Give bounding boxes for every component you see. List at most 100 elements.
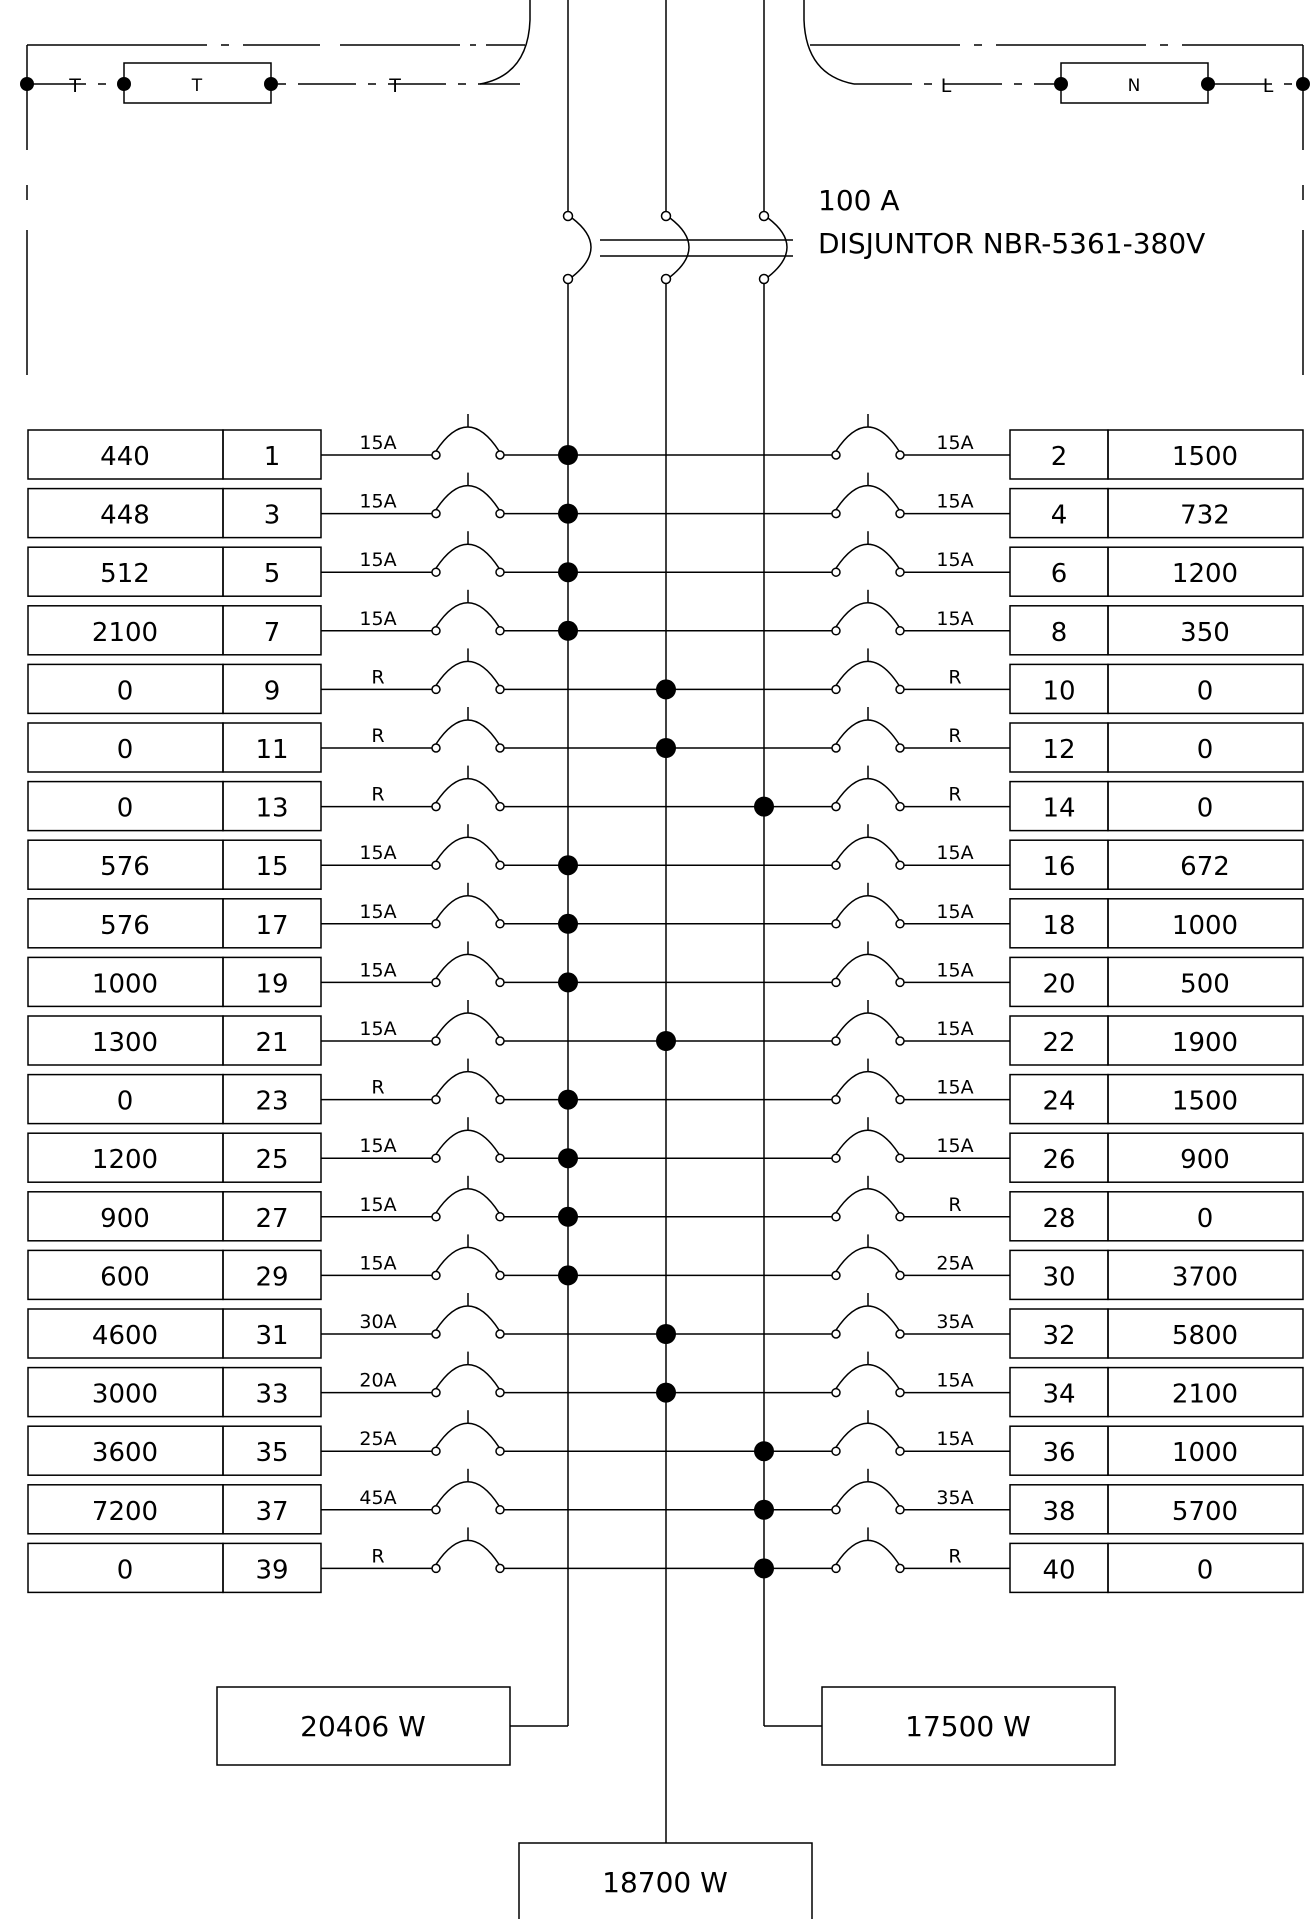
right-load-value: 2100 (1172, 1380, 1238, 1410)
left-circuit-number: 3 (264, 501, 281, 531)
total-phase-1: 20406 W (300, 1710, 426, 1743)
right-circuit-number: 38 (1042, 1497, 1075, 1527)
load-cell (1107, 605, 1304, 656)
left-load-value: 512 (100, 559, 150, 589)
bus-junction-dot (558, 620, 578, 641)
right-breaker-rating: 15A (936, 1018, 973, 1040)
left-breaker-rating: R (371, 725, 384, 747)
left-breaker-rating: 20A (359, 1370, 396, 1392)
main-breaker-description: DISJUNTOR NBR-5361-380V (818, 227, 1205, 260)
right-circuit-number: 34 (1042, 1380, 1075, 1410)
left-load-value: 1200 (92, 1145, 158, 1175)
left-circuit-number: 17 (255, 911, 288, 941)
total-phase-3: 17500 W (905, 1710, 1031, 1743)
left-circuit-number: 33 (255, 1380, 288, 1410)
right-breaker-rating: 15A (936, 549, 973, 571)
left-breaker-rating: 30A (359, 1311, 396, 1333)
neutral-tick-left: L (941, 75, 952, 97)
load-cell (1107, 1015, 1304, 1066)
left-circuit-number: 21 (255, 1028, 288, 1058)
left-breaker-rating: 15A (359, 491, 396, 513)
right-circuit-number: 6 (1051, 559, 1068, 589)
right-load-value: 1000 (1172, 1438, 1238, 1468)
right-breaker-rating: 15A (936, 491, 973, 513)
right-load-value: 0 (1197, 1555, 1214, 1585)
bus-junction-dot (558, 503, 578, 524)
left-load-value: 440 (100, 442, 150, 472)
right-circuit-number: 2 (1051, 442, 1068, 472)
left-load-value: 3000 (92, 1380, 158, 1410)
left-breaker-rating: 15A (359, 959, 396, 981)
left-breaker-rating: R (371, 1545, 384, 1567)
neutral-bar: N L L (941, 62, 1310, 104)
load-cell (1107, 722, 1304, 773)
right-breaker-rating: 15A (936, 1370, 973, 1392)
load-cell (1107, 546, 1304, 597)
right-load-value: 1500 (1172, 442, 1238, 472)
right-breaker-rating: 35A (936, 1487, 973, 1509)
right-circuit-number: 40 (1042, 1555, 1075, 1585)
bus-junction-dot (656, 679, 676, 700)
left-circuit-number: 19 (255, 969, 288, 999)
right-circuit-number: 12 (1042, 735, 1075, 765)
left-circuit-number: 11 (255, 735, 288, 765)
right-load-value: 0 (1197, 735, 1214, 765)
load-cell (1107, 1073, 1304, 1125)
right-circuit-number: 30 (1042, 1262, 1075, 1292)
load-cell (1107, 1191, 1304, 1242)
main-breaker (562, 0, 793, 285)
right-load-value: 3700 (1172, 1262, 1238, 1292)
bus-junction-dot (558, 972, 578, 993)
left-load-value: 576 (100, 911, 150, 941)
left-load-value: 0 (117, 735, 134, 765)
circuit-row: 1300 21 15A 15A 22 1900 (27, 1000, 1304, 1066)
circuit-row: 0 11 R R 12 0 (27, 707, 1304, 773)
total-phase-1-box: 20406 W (216, 1686, 511, 1766)
right-load-value: 5700 (1172, 1497, 1238, 1527)
load-cell (1107, 956, 1304, 1008)
circuit-row: 448 3 15A 15A 4 732 (27, 472, 1304, 539)
load-cell (1107, 1425, 1304, 1476)
bus-junction-dot (754, 1441, 774, 1462)
total-phase-2-box: 18700 W (518, 1842, 813, 1919)
right-circuit-number: 32 (1042, 1321, 1075, 1351)
right-breaker-rating: 25A (936, 1252, 973, 1274)
circuit-row: 0 13 R R 14 0 (27, 765, 1304, 832)
right-load-value: 350 (1180, 618, 1230, 648)
bus-junction-dot (754, 796, 774, 817)
circuit-row: 7200 37 45A 35A 38 5700 (27, 1468, 1304, 1535)
bus-junction-dot (558, 562, 578, 583)
right-breaker-rating: 15A (936, 608, 973, 630)
left-load-value: 7200 (92, 1497, 158, 1527)
left-load-value: 0 (117, 676, 134, 706)
load-cell (1107, 429, 1304, 480)
ground-tick-right: T (388, 75, 401, 97)
circuit-row: 1000 19 15A 15A 20 500 (27, 941, 1304, 1008)
right-breaker-rating: 15A (936, 901, 973, 923)
right-load-value: 1900 (1172, 1028, 1238, 1058)
ground-tick-left: T (68, 75, 81, 97)
left-circuit-number: 27 (255, 1204, 288, 1234)
left-circuit-number: 37 (255, 1497, 288, 1527)
total-phase-2: 18700 W (602, 1866, 728, 1899)
bus-junction-dot (558, 1265, 578, 1286)
circuit-row: 0 9 R R 10 0 (27, 648, 1304, 715)
ground-bar-label: T (191, 76, 203, 96)
load-cell (1107, 663, 1304, 715)
left-circuit-number: 29 (255, 1262, 288, 1292)
right-load-value: 0 (1197, 1204, 1214, 1234)
circuit-row: 576 17 15A 15A 18 1000 (27, 882, 1304, 949)
left-breaker-rating: R (371, 784, 384, 806)
right-load-value: 1000 (1172, 911, 1238, 941)
left-circuit-number: 31 (255, 1321, 288, 1351)
right-breaker-rating: 35A (936, 1311, 973, 1333)
left-load-value: 576 (100, 852, 150, 882)
neutral-bar-label: N (1128, 76, 1141, 96)
right-circuit-number: 14 (1042, 794, 1075, 824)
right-breaker-rating: R (948, 784, 961, 806)
right-circuit-number: 26 (1042, 1145, 1075, 1175)
right-breaker-rating: 15A (936, 432, 973, 454)
bus-junction-dot (558, 855, 578, 876)
left-circuit-number: 39 (255, 1555, 288, 1585)
left-breaker-rating: 15A (359, 842, 396, 864)
